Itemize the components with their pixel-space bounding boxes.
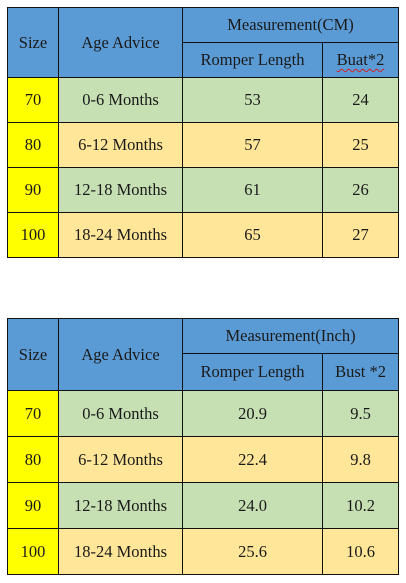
bust-cell: 10.2 xyxy=(321,482,400,529)
subheader-row: Romper Length Buat*2 xyxy=(8,42,399,78)
header-row: Size Age Advice Measurement(Inch) xyxy=(7,318,400,391)
age-cell: 18-24 Months xyxy=(58,528,183,575)
age-cell: 6-12 Months xyxy=(58,436,183,483)
age-cell: 12-18 Months xyxy=(58,167,183,213)
age-cell: 18-24 Months xyxy=(58,212,183,258)
header-measurement: Measurement(Inch) xyxy=(181,318,400,354)
header-bust: Buat*2 xyxy=(322,42,399,78)
header-size: Size xyxy=(7,7,59,78)
table-row: 70 0-6 Months 53 24 xyxy=(7,77,399,123)
header-bust: Bust *2 xyxy=(321,353,400,391)
table-row: 90 12-18 Months 61 26 xyxy=(7,167,399,213)
size-chart-inch-table: Size Age Advice Measurement(Inch) Romper… xyxy=(7,318,400,575)
romper-cell: 53 xyxy=(182,77,323,123)
header-romper-length: Romper Length xyxy=(182,353,323,391)
age-cell: 0-6 Months xyxy=(58,77,183,123)
table-row: 80 6-12 Months 57 25 xyxy=(7,122,399,168)
age-cell: 6-12 Months xyxy=(58,122,183,168)
table-row: 80 6-12 Months 22.4 9.8 xyxy=(7,436,400,483)
size-cell: 80 xyxy=(7,436,59,483)
header-size: Size xyxy=(7,318,59,391)
table-row: 100 18-24 Months 25.6 10.6 xyxy=(7,528,400,575)
bust-cell: 25 xyxy=(322,122,399,168)
bust-cell: 26 xyxy=(322,167,399,213)
size-cell: 80 xyxy=(7,122,59,168)
age-cell: 12-18 Months xyxy=(58,482,183,529)
bust-cell: 9.8 xyxy=(321,436,400,483)
romper-cell: 61 xyxy=(182,167,323,213)
romper-cell: 25.6 xyxy=(182,528,323,575)
size-chart-cm-table: Size Age Advice Measurement(CM) Romper L… xyxy=(7,7,399,258)
bust-cell: 24 xyxy=(322,77,399,123)
size-cell: 90 xyxy=(7,167,59,213)
romper-cell: 57 xyxy=(182,122,323,168)
bust-cell: 9.5 xyxy=(321,390,400,437)
header-bust-label: Buat*2 xyxy=(336,50,385,69)
table-row: 70 0-6 Months 20.9 9.5 xyxy=(7,390,400,437)
size-cell: 90 xyxy=(7,482,59,529)
size-cell: 100 xyxy=(7,212,59,258)
romper-cell: 24.0 xyxy=(182,482,323,529)
size-cell: 100 xyxy=(7,528,59,575)
header-row: Size Age Advice Measurement(CM) xyxy=(7,7,399,78)
table-row: 100 18-24 Months 65 27 xyxy=(7,212,399,258)
romper-cell: 22.4 xyxy=(182,436,323,483)
bust-cell: 27 xyxy=(322,212,399,258)
header-romper-length: Romper Length xyxy=(182,42,323,78)
age-cell: 0-6 Months xyxy=(58,390,183,437)
size-cell: 70 xyxy=(7,77,59,123)
header-age-advice: Age Advice xyxy=(58,7,183,78)
bust-cell: 10.6 xyxy=(321,528,400,575)
header-measurement: Measurement(CM) xyxy=(182,7,399,43)
header-age-advice: Age Advice xyxy=(58,318,183,391)
romper-cell: 65 xyxy=(182,212,323,258)
size-cell: 70 xyxy=(7,390,59,437)
romper-cell: 20.9 xyxy=(182,390,323,437)
table-row: 90 12-18 Months 24.0 10.2 xyxy=(7,482,400,529)
